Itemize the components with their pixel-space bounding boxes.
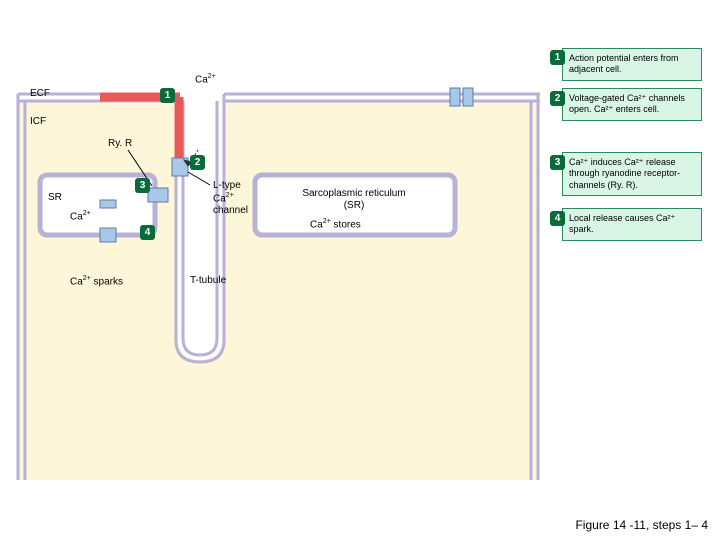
marker-2-legend: 2 (550, 91, 565, 106)
sparks-label: Ca2+ sparks (70, 275, 123, 287)
ryr-label: Ry. R (108, 138, 132, 149)
figure-caption: Figure 14 -11, steps 1– 4 (575, 518, 708, 532)
ltype-label: L-type Ca2+ channel (213, 180, 248, 217)
diagram-canvas: ECF ICF Ca2+ Ry. R SR Ca2+ L-type Ca2+ c… (0, 0, 720, 540)
ecf-label: ECF (30, 88, 50, 99)
sr-label: SR (48, 192, 62, 203)
legend-4: Local release causes Ca²⁺ spark. (562, 208, 702, 241)
ca-stores-label: Ca2+ stores (310, 218, 361, 230)
marker-3-diagram: 3 (135, 178, 150, 193)
ca-top-label: Ca2+ (195, 73, 216, 85)
marker-1-legend: 1 (550, 50, 565, 65)
marker-1-diagram: 1 (160, 88, 175, 103)
marker-4-legend: 4 (550, 211, 565, 226)
legend-2: Voltage-gated Ca²⁺ channels open. Ca²⁺ e… (562, 88, 702, 121)
marker-2-diagram: 2 (190, 155, 205, 170)
ttubule-label: T-tubule (190, 275, 226, 286)
legend-3: Ca²⁺ induces Ca²⁺ release through ryanod… (562, 152, 702, 196)
marker-4-diagram: 4 (140, 225, 155, 240)
legend-1: Action potential enters from adjacent ce… (562, 48, 702, 81)
ca-sr-label: Ca2+ (70, 210, 91, 222)
sr-full-label: Sarcoplasmic reticulum (SR) (290, 188, 418, 212)
icf-label: ICF (30, 116, 46, 127)
marker-3-legend: 3 (550, 155, 565, 170)
svg-layer (0, 0, 720, 540)
